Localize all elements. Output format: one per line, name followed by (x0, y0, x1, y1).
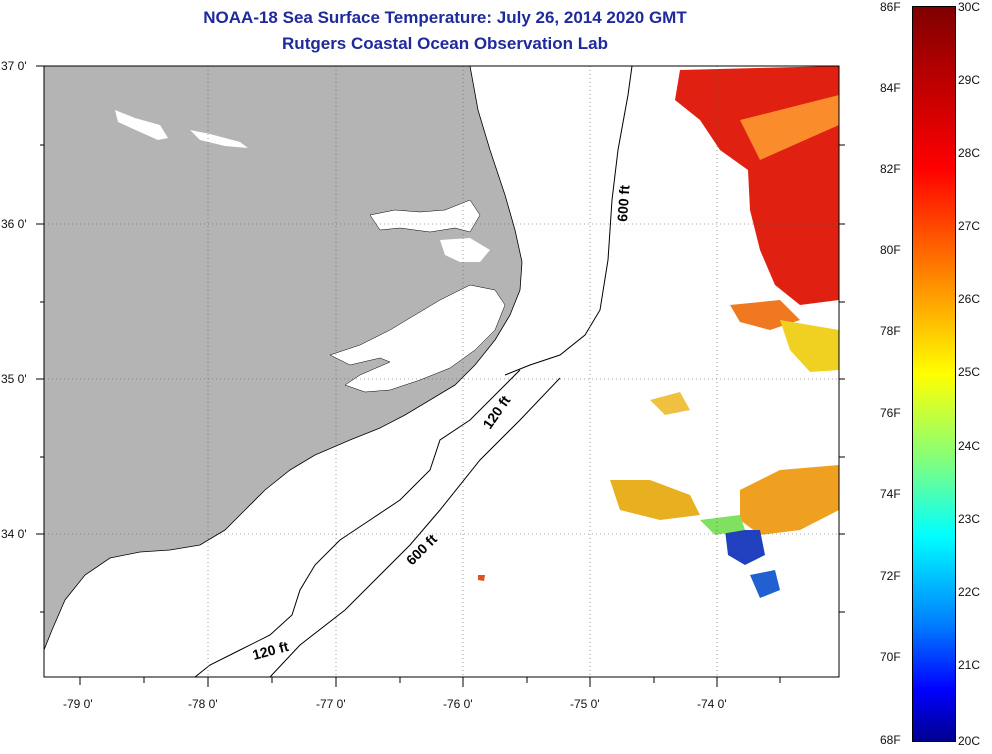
colorbar-f-label: 80F (880, 243, 901, 257)
lat-label: 37 0' (1, 59, 27, 73)
colorbar-c-label: 22C (958, 585, 981, 599)
sst-small-patch (478, 575, 485, 581)
river-inlet (115, 110, 168, 140)
lon-label: -79 0' (63, 697, 93, 711)
colorbar-f-label: 82F (880, 162, 901, 176)
sst-yellow-patch (780, 320, 839, 372)
colorbar-f-label: 74F (880, 487, 901, 501)
map-frame (43, 65, 840, 678)
colorbar-f-label: 76F (880, 406, 901, 420)
lon-label: -78 0' (188, 697, 218, 711)
colorbar-c-label: 28C (958, 146, 981, 160)
colorbar-f-label: 70F (880, 650, 901, 664)
sst-cool-patch (725, 530, 765, 565)
river-inlet (190, 130, 248, 148)
colorbar-c-label: 25C (958, 365, 981, 379)
colorbar-c-label: 26C (958, 292, 981, 306)
river-inlet (440, 238, 490, 262)
lat-label: 34 0' (1, 527, 27, 541)
sst-warm-cluster (740, 465, 839, 535)
colorbar-c-label: 23C (958, 512, 981, 526)
lon-label: -76 0' (443, 697, 473, 711)
depth-contour-120ft (194, 369, 521, 677)
axis-ticks (36, 65, 845, 687)
depth-label: 600 ft (614, 184, 633, 222)
lat-label: 35 0' (1, 372, 27, 386)
colorbar-c-label: 27C (958, 219, 981, 233)
graticule (44, 66, 839, 677)
lon-label: -75 0' (570, 697, 600, 711)
depth-contour-600ft-north (504, 66, 633, 376)
lon-label: -74 0' (697, 697, 727, 711)
colorbar-c-label: 21C (958, 658, 981, 672)
lon-label: -77 0' (316, 697, 346, 711)
sst-green-patch (700, 515, 745, 535)
colorbar-f-label: 86F (880, 0, 901, 14)
map-title: NOAA-18 Sea Surface Temperature: July 26… (203, 8, 687, 27)
sst-small-patch (650, 392, 690, 415)
map-subtitle: Rutgers Coastal Ocean Observation Lab (282, 34, 608, 53)
sst-cool-patch (750, 570, 780, 598)
colorbar-c-label: 20C (958, 734, 981, 748)
colorbar-f-label: 68F (880, 733, 901, 747)
colorbar-f-label: 84F (880, 81, 901, 95)
colorbar-c-label: 29C (958, 73, 981, 87)
colorbar-f-label: 78F (880, 324, 901, 338)
pamlico-sound (329, 284, 506, 393)
sst-warm-band (740, 95, 839, 160)
sst-yellow-patch (610, 480, 700, 520)
colorbar-c-label: 24C (958, 439, 981, 453)
depth-contour-600ft-south (269, 377, 561, 677)
lat-label: 36 0' (1, 217, 27, 231)
colorbar-f-label: 72F (880, 569, 901, 583)
temperature-colorbar (912, 6, 956, 742)
colorbar-c-label: 30C (958, 0, 981, 14)
